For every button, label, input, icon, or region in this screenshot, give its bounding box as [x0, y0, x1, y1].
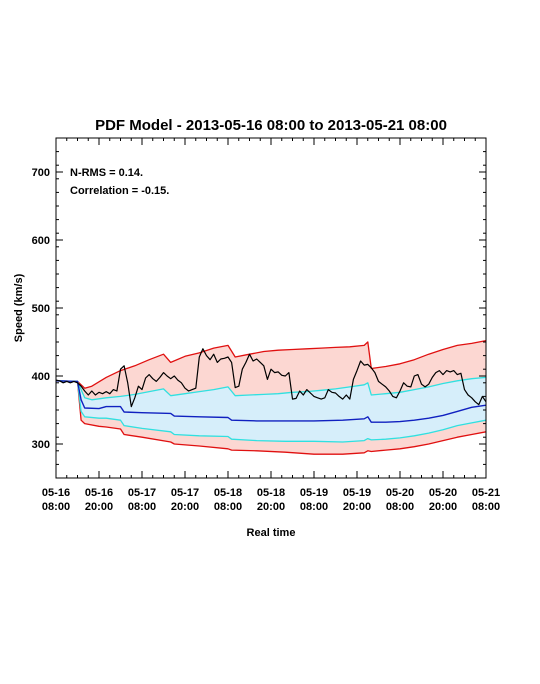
y-tick-label: 400	[32, 371, 50, 383]
y-tick-label: 700	[32, 167, 50, 179]
x-tick-label: 05-19 20:00	[343, 487, 371, 513]
x-tick-date: 05-16	[42, 487, 70, 499]
x-tick-date: 05-17	[171, 487, 199, 499]
x-tick-date: 05-17	[128, 487, 156, 499]
median-line	[55, 380, 487, 423]
x-tick-time: 20:00	[85, 501, 113, 513]
x-tick-time: 08:00	[386, 501, 414, 513]
x-tick-time: 20:00	[257, 501, 285, 513]
correlation-annotation: Correlation = -0.15.	[70, 185, 169, 197]
series-lines	[55, 339, 487, 455]
x-tick-time: 08:00	[472, 501, 500, 513]
axis-ticks	[55, 137, 487, 479]
tick-labels: 05-16 08:00 05-16 20:00 05-17 08:00 05-17 20:00…	[32, 167, 500, 513]
x-tick-label: 05-21 08:00	[472, 487, 500, 513]
outer-lower-line	[55, 380, 487, 455]
x-tick-date: 05-21	[472, 487, 500, 499]
x-tick-date: 05-19	[300, 487, 328, 499]
x-tick-time: 08:00	[300, 501, 328, 513]
x-tick-date: 05-19	[343, 487, 371, 499]
x-tick-date: 05-18	[214, 487, 242, 499]
x-tick-date: 05-18	[257, 487, 285, 499]
x-tick-label: 05-18 20:00	[257, 487, 285, 513]
y-tick-label: 600	[32, 235, 50, 247]
x-axis-label: Real time	[247, 527, 296, 539]
inner-band	[56, 377, 486, 442]
x-tick-label: 05-20 20:00	[429, 487, 457, 513]
x-tick-label: 05-17 08:00	[128, 487, 156, 513]
observed-line	[55, 348, 487, 408]
x-tick-date: 05-16	[85, 487, 113, 499]
probability-bands	[56, 340, 486, 455]
x-tick-label: 05-17 20:00	[171, 487, 199, 513]
inner-lower-line	[55, 380, 487, 443]
x-tick-label: 05-18 08:00	[214, 487, 242, 513]
outer-upper-line	[55, 339, 487, 389]
x-tick-label: 05-19 08:00	[300, 487, 328, 513]
inner-upper-line	[55, 376, 487, 401]
x-tick-time: 20:00	[429, 501, 457, 513]
nrms-annotation: N-RMS = 0.14.	[70, 167, 143, 179]
y-tick-label: 300	[32, 439, 50, 451]
x-tick-time: 08:00	[128, 501, 156, 513]
x-tick-time: 20:00	[171, 501, 199, 513]
y-tick-label: 500	[32, 303, 50, 315]
x-tick-time: 20:00	[343, 501, 371, 513]
chart-title: PDF Model - 2013-05-16 08:00 to 2013-05-…	[95, 117, 447, 134]
x-tick-time: 08:00	[42, 501, 70, 513]
x-tick-label: 05-16 08:00	[42, 487, 70, 513]
x-tick-date: 05-20	[429, 487, 457, 499]
y-axis-label: Speed (km/s)	[13, 273, 25, 342]
x-tick-label: 05-20 08:00	[386, 487, 414, 513]
x-tick-time: 08:00	[214, 501, 242, 513]
x-tick-label: 05-16 20:00	[85, 487, 113, 513]
x-tick-date: 05-20	[386, 487, 414, 499]
